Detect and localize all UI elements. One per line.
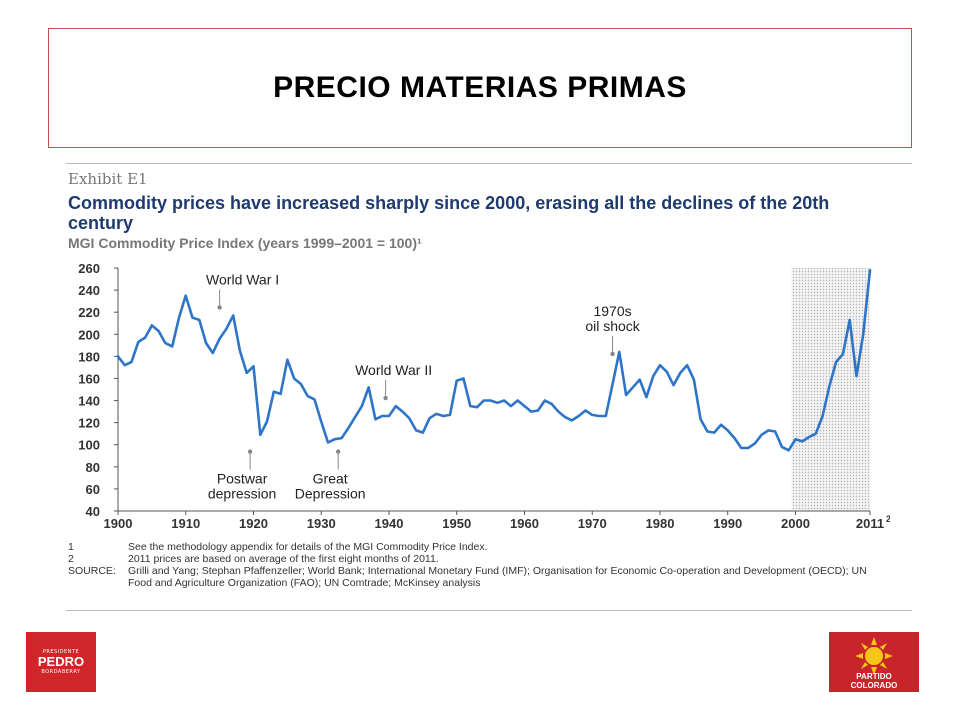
exhibit-headline: Commodity prices have increased sharply …: [68, 193, 830, 233]
y-tick-label: 160: [78, 371, 100, 386]
annotation-dot: [217, 305, 222, 310]
note-row: 2 2011 prices are based on average of th…: [68, 553, 888, 565]
source-key: SOURCE:: [68, 565, 116, 577]
y-tick-label: 80: [86, 460, 100, 475]
exhibit-bottom-rule: [66, 610, 912, 611]
exhibit-label: Exhibit E1: [68, 170, 148, 188]
slide-title: PRECIO MATERIAS PRIMAS: [273, 71, 687, 104]
source-text: Grilli and Yang; Stephan Pfaffenzeller; …: [128, 565, 867, 589]
annotation-label-line2: Depression: [295, 486, 366, 502]
y-tick-label: 240: [78, 283, 100, 298]
annotation-dot: [383, 395, 388, 401]
x-tick-label: 1960: [510, 516, 539, 531]
shaded-region-2000-2011: [791, 268, 870, 511]
y-tick-label: 60: [86, 482, 100, 497]
y-tick-label: 40: [86, 504, 100, 519]
commodity-price-chart: 40 60 80 100 120 140 160 180 200 220 240 260 1900 19…: [78, 261, 890, 531]
x-tick-label-last: 2011: [856, 516, 884, 531]
annotation-dot: [247, 449, 253, 454]
x-tick-label: 2000: [781, 516, 810, 531]
x-tick-label: 1940: [375, 516, 404, 531]
annotation-label: World War I: [206, 271, 279, 287]
annotation-label-line2: oil shock: [585, 318, 640, 334]
annotation-label-line2: depression: [208, 486, 276, 502]
x-tick-label: 1930: [307, 516, 336, 531]
y-tick-label: 140: [78, 394, 100, 409]
note-row: 1 See the methodology appendix for detai…: [68, 541, 888, 553]
note-key: 1: [68, 541, 74, 553]
y-tick-label: 220: [78, 305, 100, 320]
x-tick-label: 1990: [713, 516, 742, 531]
x-tick-label-superscript: 2: [886, 514, 890, 524]
y-tick-label: 260: [78, 261, 100, 276]
exhibit-top-rule: [66, 163, 912, 164]
note-text: 2011 prices are based on average of the …: [128, 553, 439, 565]
slide-title-box: PRECIO MATERIAS PRIMAS: [48, 28, 912, 148]
note-key: 2: [68, 553, 74, 565]
logo-right-line2: COLORADO: [850, 681, 898, 690]
y-tick-label: 120: [78, 416, 100, 431]
annotation-label: Postwar: [217, 471, 268, 487]
exhibit-notes: 1 See the methodology appendix for detai…: [68, 541, 888, 589]
y-tick-label: 100: [78, 438, 100, 453]
annotation-label: 1970s: [593, 303, 631, 319]
source-row: SOURCE: Grilli and Yang; Stephan Pfaffen…: [68, 565, 888, 589]
logo-left-surname: BORDABERRY: [41, 669, 81, 675]
logo-left-small-text: PRESIDENTE: [42, 649, 80, 655]
x-tick-label: 1970: [578, 516, 607, 531]
logo-partido-colorado: PARTIDO COLORADO: [829, 632, 919, 692]
logo-pedro-bordaberry: PRESIDENTE PEDRO BORDABERRY: [26, 632, 96, 692]
note-text: See the methodology appendix for details…: [128, 541, 488, 553]
x-tick-label: 1900: [104, 516, 133, 531]
logo-right-line1: PARTIDO: [856, 672, 892, 681]
y-tick-label: 180: [78, 349, 100, 364]
y-tick-label: 200: [78, 327, 100, 342]
price-index-line: [116, 268, 872, 452]
annotation-dot: [335, 449, 341, 454]
x-tick-label: 1950: [442, 516, 471, 531]
x-tick-label: 1910: [171, 516, 200, 531]
annotation-label: World War II: [355, 362, 432, 378]
annotation-label: Great: [313, 471, 348, 487]
x-tick-label: 1980: [646, 516, 675, 531]
annotation-dot: [610, 351, 615, 357]
x-tick-label: 1920: [239, 516, 268, 531]
sun-icon: [855, 637, 893, 674]
exhibit-subtitle: MGI Commodity Price Index (years 1999–20…: [68, 235, 422, 251]
logo-left-name: PEDRO: [37, 654, 85, 669]
